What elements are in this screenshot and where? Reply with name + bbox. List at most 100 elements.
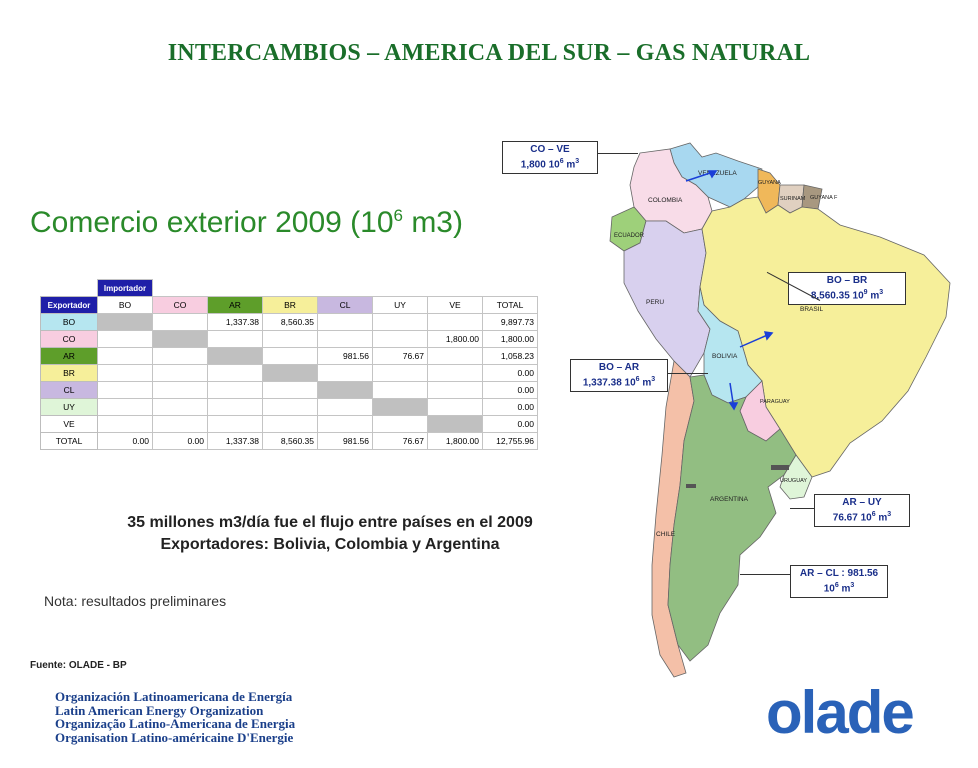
table-cell (152, 330, 208, 348)
callout-bo-br-unit: m (867, 290, 880, 302)
map-label-uruguay: URUGUAY (780, 478, 807, 484)
table-cell (207, 381, 263, 399)
map-label-chile: CHILE (656, 531, 676, 538)
map-region-peru (623, 220, 711, 378)
callout-leader-ar-uy (790, 508, 814, 509)
table-cell: 76.67 (372, 432, 428, 450)
callout-ar-cl-exp: 6 (834, 582, 839, 589)
callout-ar-uy-line2: 76.67 106 m3 (819, 509, 905, 524)
column-header-br: BR (262, 296, 318, 314)
map-label-brasil: BRASIL (800, 306, 824, 313)
callout-leader-ar-cl (740, 574, 790, 575)
callout-ar-uy-unit: m (875, 512, 888, 524)
table-cell (372, 330, 428, 348)
row-label-ve: VE (40, 415, 98, 433)
table-cell: 1,800.00 (427, 330, 483, 348)
callout-bo-ar: BO – AR 1,337.38 106 m3 (570, 359, 668, 393)
table-cell (372, 313, 428, 331)
callout-bo-br-line2: 8,560.35 109 m3 (793, 287, 901, 302)
table-cell: 12,755.96 (482, 432, 538, 450)
trade-subtitle: Comercio exterior 2009 (106 m3) (30, 206, 463, 240)
table-cell (152, 398, 208, 416)
callout-bo-br-value: 8,560.35 10 (810, 290, 864, 302)
table-cell (207, 398, 263, 416)
importer-header-row: Importador (41, 279, 538, 297)
table-cell (262, 330, 318, 348)
table-cell (207, 330, 263, 348)
map-label-guyana: GUYANA (758, 180, 781, 186)
table-cell (207, 364, 263, 382)
corner-cell (41, 280, 98, 297)
callout-ar-cl-unit-exp: 3 (850, 582, 855, 589)
callout-ar-uy-line1: AR – UY (842, 497, 882, 508)
table-cell (372, 381, 428, 399)
olade-logo: olade (766, 679, 915, 746)
flow-summary: 35 millones m3/día fue el flujo entre pa… (70, 512, 590, 556)
table-cell (97, 415, 153, 433)
table-cell: 1,800.00 (427, 432, 483, 450)
map-label-guyana-f: GUYANA F (810, 195, 838, 201)
subtitle-exponent: 6 (393, 206, 403, 225)
row-label-cl: CL (40, 381, 98, 399)
table-cell (97, 347, 153, 365)
callout-bo-br-exp: 9 (863, 289, 868, 296)
flow-arrowhead-bo-br (763, 331, 774, 341)
callout-bo-ar-unit-exp: 3 (651, 376, 656, 383)
callout-co-ve: CO – VE 1,800 106 m3 (502, 141, 598, 175)
table-cell: 1,337.38 (207, 432, 263, 450)
pipeline-marker-ar-uy (771, 465, 789, 470)
table-cell: 1,800.00 (482, 330, 538, 348)
callout-ar-cl-line1: AR – CL : 981.56 (799, 568, 879, 579)
column-header-uy: UY (372, 296, 428, 314)
table-cell: 76.67 (372, 347, 428, 365)
table-row: CO 1,800.00 1,800.00 (40, 330, 538, 348)
org-line-pt: Organização Latino-Americana de Energia (55, 716, 296, 731)
table-cell (427, 398, 483, 416)
column-header-ve: VE (427, 296, 483, 314)
column-header-row: Exportador BO CO AR BR CL UY VE TOTAL (40, 296, 538, 314)
column-header-total: TOTAL (482, 296, 538, 314)
table-cell (427, 415, 483, 433)
callout-ar-cl-value: 10 (823, 583, 835, 595)
callout-leader-bo-ar (668, 373, 708, 374)
callout-co-ve-unit-exp: 3 (575, 158, 580, 165)
callout-bo-ar-unit: m (639, 377, 652, 389)
column-header-bo: BO (97, 296, 153, 314)
table-cell (262, 347, 318, 365)
table-cell: 8,560.35 (262, 432, 318, 450)
map-label-argentina: ARGENTINA (710, 496, 749, 503)
table-cell (97, 364, 153, 382)
table-cell: 0.00 (97, 432, 153, 450)
trade-matrix: Importador Exportador BO CO AR BR CL UY VE TOTAL B… (40, 279, 538, 450)
callout-ar-cl-line2: 106 m3 (795, 580, 883, 595)
row-label-co: CO (40, 330, 98, 348)
table-cell (97, 313, 153, 331)
map-label-colombia: COLOMBIA (648, 197, 683, 204)
callout-co-ve-exp: 6 (559, 158, 564, 165)
table-cell: 0.00 (482, 415, 538, 433)
row-label-bo: BO (40, 313, 98, 331)
map-region-argentina (667, 374, 797, 662)
importer-label: Importador (97, 279, 153, 297)
table-cell (317, 364, 373, 382)
callout-ar-cl: AR – CL : 981.56 106 m3 (790, 565, 888, 599)
map-label-peru: PERU (646, 299, 664, 306)
callout-co-ve-line2: 1,800 106 m3 (507, 156, 593, 171)
table-cell (317, 313, 373, 331)
table-row: CL 0.00 (40, 381, 538, 399)
callout-bo-br-line1: BO – BR (826, 275, 868, 286)
callout-bo-br: BO – BR 8,560.35 109 m3 (788, 272, 906, 306)
table-cell: 0.00 (482, 381, 538, 399)
table-cell (427, 364, 483, 382)
flow-line-2: Exportadores: Bolivia, Colombia y Argent… (160, 536, 500, 553)
row-label-ar: AR (40, 347, 98, 365)
callout-co-ve-unit: m (563, 159, 576, 171)
table-cell (152, 313, 208, 331)
table-cell (97, 398, 153, 416)
table-cell (372, 415, 428, 433)
table-cell (372, 398, 428, 416)
table-row: UY 0.00 (40, 398, 538, 416)
table-row: BR 0.00 (40, 364, 538, 382)
table-cell (427, 381, 483, 399)
table-cell (262, 398, 318, 416)
